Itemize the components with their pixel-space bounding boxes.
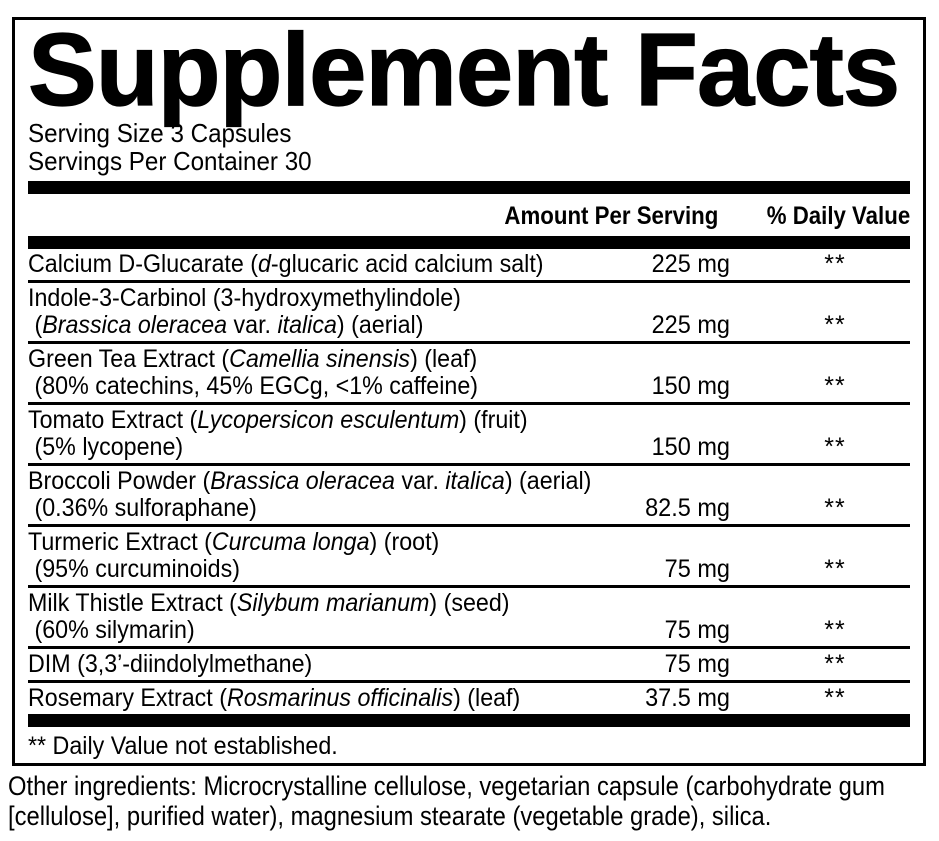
ingredient-name-line: (Brassica oleracea var. italica) (aerial… [34,311,424,339]
ingredient-daily-value: ** [824,684,846,712]
divider-bar-bottom [28,714,910,727]
ingredient-name-line: Turmeric Extract (Curcuma longa) (root) [28,528,440,556]
ingredient-daily-value: ** [824,555,846,583]
ingredient-name-line: Indole-3-Carbinol (3-hydroxymethylindole… [28,284,461,312]
amount-header-label: Amount Per Serving [504,202,719,230]
ingredient-amount: 150 mg [651,433,730,461]
ingredient-name-line: Milk Thistle Extract (Silybum marianum) … [28,589,510,617]
daily-value-header-label: % Daily Value [766,202,910,230]
daily-value-footnote: ** Daily Value not established. [28,732,338,760]
ingredient-daily-value: ** [824,250,846,278]
ingredient-name: Tomato Extract (Lycopersicon esculentum)… [28,407,540,461]
ingredient-amount: 150 mg [651,372,730,400]
ingredient-row: Turmeric Extract (Curcuma longa) (root)(… [28,524,910,585]
ingredient-name: Green Tea Extract (Camellia sinensis) (l… [28,346,540,400]
other-ingredients: Other ingredients: Microcrystalline cell… [8,771,939,831]
ingredient-row: Milk Thistle Extract (Silybum marianum) … [28,585,910,646]
ingredient-amount: 75 mg [664,555,730,583]
ingredient-name: Indole-3-Carbinol (3-hydroxymethylindole… [28,285,540,339]
ingredient-row: Broccoli Powder (Brassica oleracea var. … [28,463,910,524]
ingredient-amount: 225 mg [651,311,730,339]
ingredient-name-line: (5% lycopene) [34,433,184,461]
ingredient-daily-value: ** [824,616,846,644]
ingredient-name-line: Rosemary Extract (Rosmarinus officinalis… [28,684,521,712]
ingredient-name-line: Green Tea Extract (Camellia sinensis) (l… [28,345,478,373]
ingredient-row: Rosemary Extract (Rosmarinus officinalis… [28,680,910,714]
ingredient-name-line: (80% catechins, 45% EGCg, <1% caffeine) [34,372,479,400]
ingredient-name: Rosemary Extract (Rosmarinus officinalis… [28,685,540,712]
amount-column-header: Amount Per Serving [478,202,719,230]
ingredient-daily-value: ** [824,433,846,461]
ingredient-name: Calcium D-Glucarate (d-glucaric acid cal… [28,250,544,278]
ingredient-name: Milk Thistle Extract (Silybum marianum) … [28,590,540,644]
ingredient-amount: 75 mg [664,616,730,644]
ingredient-name: DIM (3,3’-diindolylmethane) [28,651,540,678]
ingredient-daily-value: ** [824,650,846,678]
ingredient-amount: 75 mg [664,650,730,678]
ingredient-row: Indole-3-Carbinol (3-hydroxymethylindole… [28,280,910,341]
ingredient-amount: 37.5 mg [645,684,730,712]
ingredient-name-line: Broccoli Powder (Brassica oleracea var. … [28,467,592,495]
other-ingredients-line: Other ingredients: Microcrystalline cell… [8,771,885,801]
divider-bar-top [28,181,910,194]
ingredient-name-line: Calcium D-Glucarate (d-glucaric acid cal… [28,250,544,278]
ingredient-name-line: DIM (3,3’-diindolylmethane) [28,650,313,678]
column-header-row: Amount Per Serving % Daily Value [28,194,910,236]
ingredient-row: Green Tea Extract (Camellia sinensis) (l… [28,341,910,402]
ingredient-name: Turmeric Extract (Curcuma longa) (root)(… [28,529,540,583]
ingredient-daily-value: ** [824,311,846,339]
ingredient-name-line: Tomato Extract (Lycopersicon esculentum)… [28,406,528,434]
ingredient-name-line: (60% silymarin) [34,616,195,644]
divider-bar-header [28,236,910,249]
ingredient-name-line: (0.36% sulforaphane) [34,494,257,522]
serving-info: Serving Size 3 Capsules Servings Per Con… [28,118,910,176]
other-ingredients-line: [cellulose], purified water), magnesium … [8,800,772,831]
supplement-facts-panel: Supplement Facts Serving Size 3 Capsules… [12,17,926,766]
serving-size: Serving Size 3 Capsules [28,118,292,148]
ingredient-row: Calcium D-Glucarate (d-glucaric acid cal… [28,249,910,280]
ingredient-daily-value: ** [824,372,846,400]
ingredient-row: Tomato Extract (Lycopersicon esculentum)… [28,402,910,463]
ingredient-table: Calcium D-Glucarate (d-glucaric acid cal… [28,249,910,714]
ingredient-name: Broccoli Powder (Brassica oleracea var. … [28,467,592,522]
ingredient-amount: 225 mg [651,250,730,278]
ingredient-row: DIM (3,3’-diindolylmethane) 75 mg ** [28,646,910,680]
servings-per-container: Servings Per Container 30 [28,145,312,176]
ingredient-name-line: (95% curcuminoids) [34,555,240,583]
ingredient-daily-value: ** [824,494,846,522]
daily-value-column-header: % Daily Value [749,203,910,230]
panel-title: Supplement Facts [27,12,900,127]
ingredient-amount: 82.5 mg [645,494,730,522]
